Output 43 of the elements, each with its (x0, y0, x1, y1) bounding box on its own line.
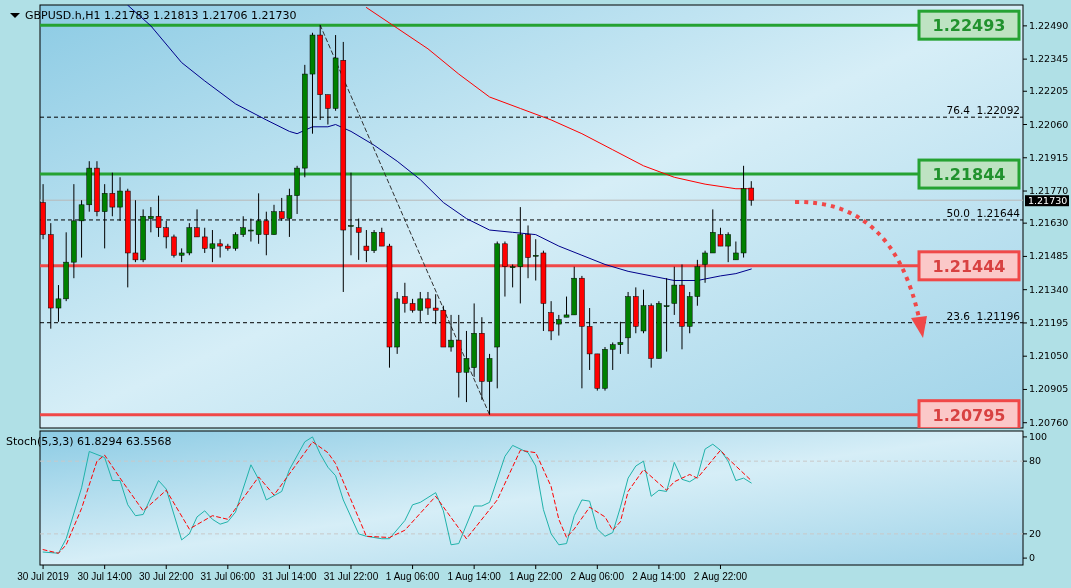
ref-line-label: 76.4 1.22092 (946, 104, 1020, 117)
candlestick (702, 250, 708, 284)
chart-title: Stoch(5,3,3) 61.8294 63.5568 (6, 435, 172, 448)
y-tick-label: 1.21050 (1029, 350, 1069, 362)
ref-line-label: 1.20795 (932, 405, 1006, 425)
y-tick-label: 1.21340 (1029, 283, 1069, 295)
ref-line-label: 1.21444 (932, 256, 1006, 276)
y-tick-label: 20 (1029, 527, 1042, 539)
x-tick-label: 31 Jul 22:00 (323, 571, 379, 582)
y-tick-label: 1.20905 (1029, 383, 1069, 395)
x-tick-label: 1 Aug 14:00 (447, 571, 502, 582)
ref-line-label: 50.0 1.21644 (946, 206, 1021, 219)
y-tick-label: 1.22345 (1029, 53, 1069, 65)
x-tick-label: 30 Jul 22:00 (138, 571, 194, 582)
y-tick-label: 1.21915 (1029, 151, 1069, 163)
x-tick-label: 2 Aug 22:00 (693, 571, 748, 582)
ref-line-label: 1.21844 (932, 165, 1006, 185)
candlestick (525, 224, 531, 279)
y-tick-label: 1.21485 (1029, 250, 1069, 262)
x-tick-label: 30 Jul 14:00 (77, 571, 133, 582)
ref-line-label: 1.22493 (932, 16, 1006, 36)
x-tick-label: 2 Aug 06:00 (570, 571, 625, 582)
y-tick-label: 1.21195 (1029, 316, 1069, 328)
candlestick (671, 266, 678, 316)
y-tick-label: 0 (1029, 552, 1036, 564)
y-tick-label: 1.20760 (1029, 416, 1069, 428)
ref-line-label: 23.6 1.21196 (946, 309, 1021, 322)
x-tick-label: 31 Jul 14:00 (262, 571, 318, 582)
y-tick-label: 1.22060 (1029, 118, 1069, 130)
y-tick-label: 1.21770 (1029, 185, 1069, 197)
y-tick-label: 1.22205 (1029, 85, 1069, 97)
candlestick (425, 291, 431, 316)
y-tick-label: 1.21630 (1029, 217, 1069, 229)
chart-title: GBPUSD.h,H1 1.21783 1.21813 1.21706 1.21730 (25, 9, 297, 22)
y-tick-label: 80 (1029, 455, 1042, 467)
x-tick-label: 31 Jul 06:00 (200, 571, 256, 582)
x-tick-label: 1 Aug 22:00 (509, 571, 563, 582)
y-tick-label: 1.22490 (1029, 19, 1069, 31)
x-tick-label: 30 Jul 2019 (17, 571, 70, 582)
text: 1.21730 (1028, 195, 1068, 207)
x-tick-label: 2 Aug 14:00 (632, 571, 687, 582)
y-tick-label: 100 (1029, 430, 1048, 442)
x-tick-label: 1 Aug 06:00 (385, 571, 440, 582)
